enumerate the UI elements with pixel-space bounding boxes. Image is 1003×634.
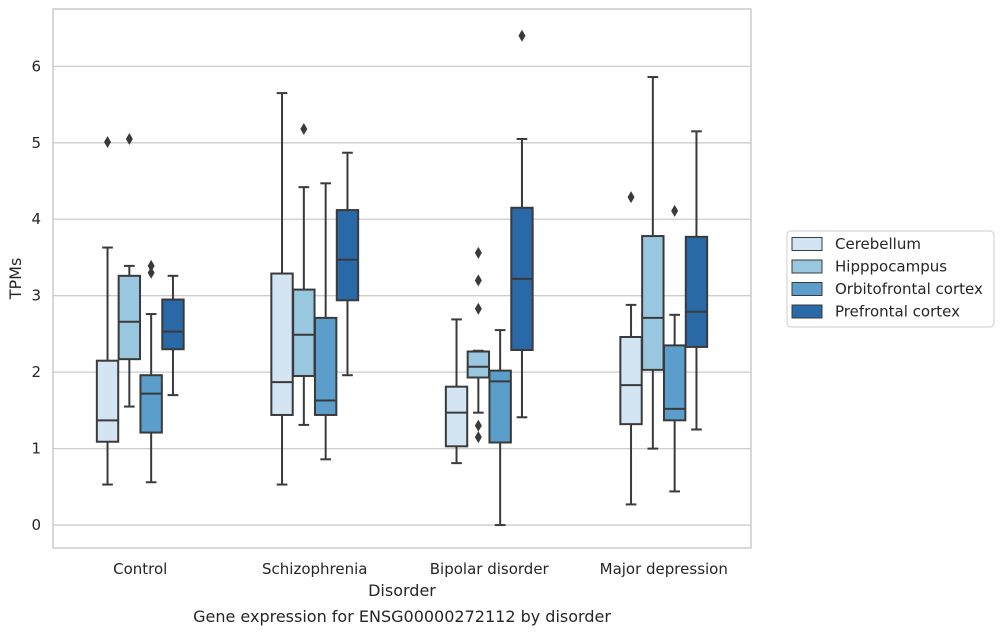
outlier-point	[147, 259, 155, 272]
legend-swatch	[791, 237, 823, 251]
box-iqr	[488, 369, 512, 444]
outlier-point	[671, 204, 679, 217]
x-tick-labels: Control Schizophrenia Bipolar disorder Majo…	[113, 560, 728, 578]
y-tick-label: 5	[31, 134, 41, 152]
chart-caption: Gene expression for ENSG00000272112 by d…	[193, 607, 611, 626]
y-tick-label: 1	[31, 440, 41, 458]
box-iqr	[444, 385, 469, 448]
y-tick-label: 0	[31, 516, 41, 534]
box-iqr	[313, 316, 338, 416]
legend-label: Cerebellum	[835, 235, 921, 253]
box-iqr	[292, 288, 316, 377]
legend-label: Prefrontal cortex	[835, 303, 960, 321]
box-cerebellum	[270, 92, 294, 486]
outlier-point	[474, 302, 482, 315]
legend-swatch	[791, 282, 823, 296]
outlier-point	[474, 419, 482, 432]
box-iqr	[619, 335, 643, 426]
y-axis-title: TPMs	[6, 258, 25, 301]
x-axis-title: Disorder	[368, 581, 436, 600]
legend-label: Orbitofrontal cortex	[835, 280, 983, 298]
box-prefrontal-cortex	[684, 130, 709, 431]
box-plot-marks	[95, 29, 709, 527]
box-iqr	[270, 272, 294, 416]
x-tick-label: Bipolar disorder	[430, 560, 550, 578]
y-tick-labels: 0 1 2 3 4 5 6	[31, 57, 41, 534]
box-cerebellum	[444, 318, 469, 465]
box-hipppocampus	[117, 132, 142, 408]
x-tick-label: Control	[113, 560, 167, 578]
outlier-point	[300, 123, 308, 136]
outlier-point	[474, 274, 482, 287]
x-tick-label: Schizophrenia	[262, 560, 367, 578]
plot-frame	[52, 8, 752, 549]
box-orbitofrontal-cortex	[139, 259, 163, 484]
box-iqr	[117, 274, 142, 361]
outlier-point	[147, 266, 155, 279]
y-tick-label: 4	[31, 210, 41, 228]
outlier-point	[627, 191, 635, 204]
legend-label: Hipppocampus	[835, 258, 947, 276]
outlier-point	[104, 136, 112, 149]
box-iqr	[641, 235, 665, 371]
legend-swatch	[791, 259, 823, 274]
box-iqr	[466, 350, 491, 379]
box-iqr	[161, 298, 185, 351]
box-prefrontal-cortex	[510, 29, 534, 419]
box-iqr	[139, 374, 163, 434]
box-iqr	[335, 209, 360, 302]
outlier-point	[518, 29, 526, 42]
box-prefrontal-cortex	[161, 274, 185, 397]
box-cerebellum	[95, 136, 120, 486]
outlier-point	[474, 431, 482, 444]
legend: Cerebellum Hipppocampus Orbitofrontal cort…	[786, 230, 995, 328]
box-orbitofrontal-cortex	[313, 182, 338, 461]
box-hipppocampus	[292, 123, 316, 426]
outlier-point	[474, 246, 482, 259]
x-tick-label: Major depression	[600, 560, 728, 578]
legend-swatch	[791, 304, 823, 319]
box-hipppocampus	[641, 76, 665, 450]
y-tick-label: 3	[31, 287, 41, 305]
box-iqr	[662, 344, 687, 422]
box-iqr	[95, 359, 120, 443]
box-prefrontal-cortex	[335, 151, 360, 377]
y-tick-label: 2	[31, 363, 41, 381]
grid-lines	[53, 65, 751, 526]
box-orbitofrontal-cortex	[488, 329, 512, 527]
legend-frame	[786, 230, 995, 328]
y-tick-label: 6	[31, 57, 41, 75]
outlier-point	[125, 132, 133, 145]
box-hipppocampus	[466, 246, 491, 444]
box-cerebellum	[619, 191, 643, 506]
box-orbitofrontal-cortex	[662, 204, 687, 493]
box-iqr	[684, 235, 709, 348]
